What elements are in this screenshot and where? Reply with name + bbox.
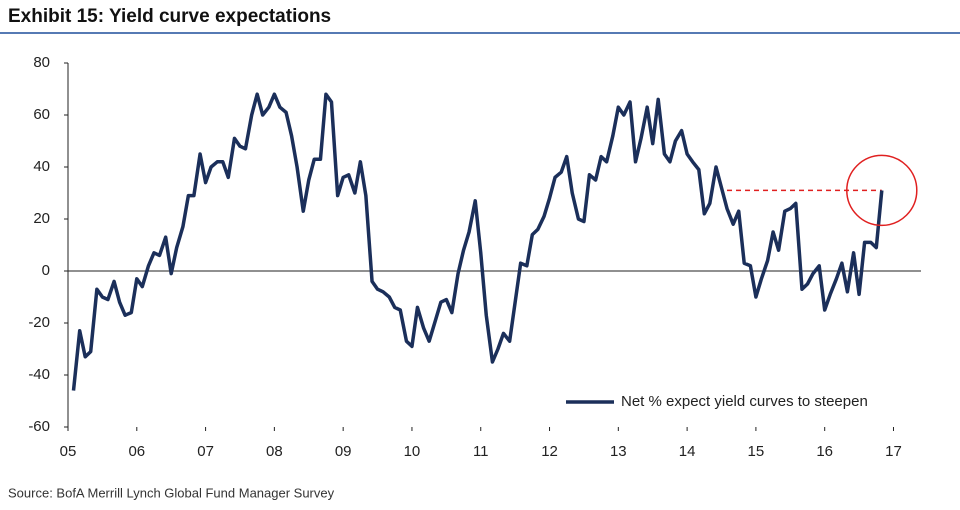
y-tick-label: 40	[33, 158, 50, 175]
x-tick-label: 17	[885, 443, 902, 460]
y-tick-label: -40	[28, 366, 50, 383]
y-tick-label: 60	[33, 106, 50, 123]
source-note: Source: BofA Merrill Lynch Global Fund M…	[8, 485, 335, 500]
x-tick-label: 12	[541, 443, 558, 460]
x-tick-label: 06	[128, 443, 145, 460]
x-tick-label: 09	[335, 443, 352, 460]
y-tick-label: 20	[33, 210, 50, 227]
y-tick-label: -60	[28, 418, 50, 435]
y-tick-label: 80	[33, 54, 50, 71]
y-tick-label: -20	[28, 314, 50, 331]
x-tick-label: 13	[610, 443, 627, 460]
x-tick-label: 16	[816, 443, 833, 460]
legend-label: Net % expect yield curves to steepen	[621, 393, 868, 410]
chart-title: Exhibit 15: Yield curve expectations	[8, 6, 331, 27]
highlight-circle	[846, 154, 918, 227]
series-line	[71, 92, 884, 391]
x-tick-label: 07	[197, 443, 214, 460]
x-tick-label: 14	[679, 443, 696, 460]
x-tick-label: 15	[748, 443, 765, 460]
y-tick-label: 0	[42, 262, 50, 279]
x-tick-label: 05	[60, 443, 77, 460]
x-tick-label: 11	[473, 443, 489, 460]
x-tick-label: 08	[266, 443, 283, 460]
x-tick-label: 10	[404, 443, 421, 460]
